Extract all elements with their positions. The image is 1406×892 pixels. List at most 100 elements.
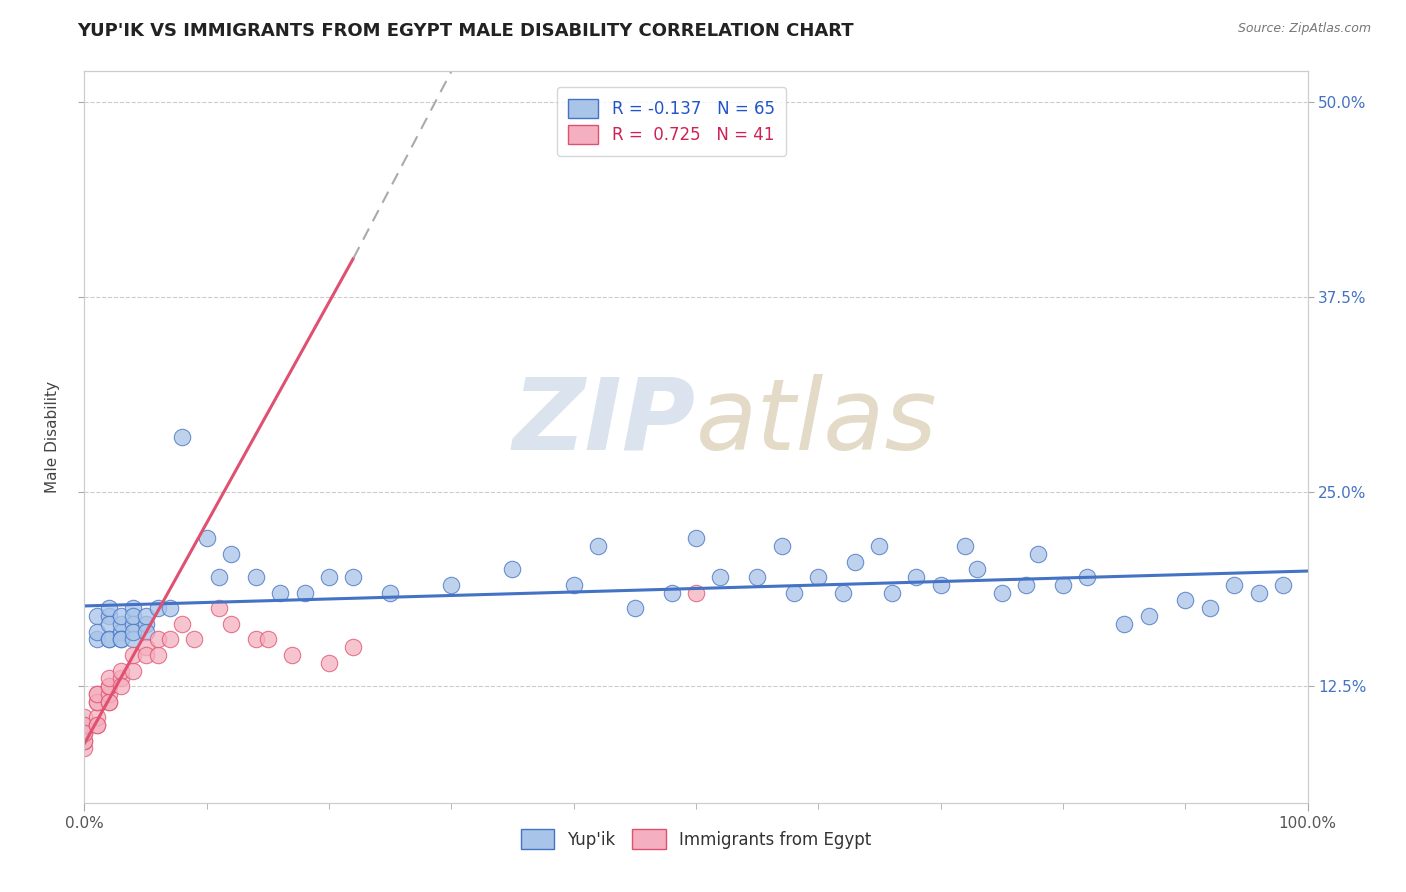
Point — [624, 601, 647, 615]
Point — [440, 578, 463, 592]
Point — [342, 640, 364, 655]
Text: Source: ZipAtlas.com: Source: ZipAtlas.com — [1237, 22, 1371, 36]
Point — [73, 733, 96, 747]
Point — [318, 570, 340, 584]
Point — [219, 616, 242, 631]
Point — [122, 609, 145, 624]
Point — [122, 601, 145, 615]
Point — [245, 570, 267, 584]
Point — [1137, 609, 1160, 624]
Point — [380, 585, 402, 599]
Point — [1015, 578, 1038, 592]
Point — [146, 601, 169, 615]
Point — [183, 632, 205, 647]
Point — [73, 718, 96, 732]
Point — [97, 632, 120, 647]
Point — [97, 632, 120, 647]
Point — [869, 539, 891, 553]
Point — [1174, 593, 1197, 607]
Point — [110, 664, 132, 678]
Point — [905, 570, 928, 584]
Point — [97, 687, 120, 701]
Point — [110, 624, 132, 639]
Point — [97, 671, 120, 685]
Point — [86, 718, 108, 732]
Point — [97, 601, 120, 615]
Point — [122, 632, 145, 647]
Point — [135, 648, 157, 662]
Point — [86, 687, 108, 701]
Text: ZIP: ZIP — [513, 374, 696, 471]
Text: atlas: atlas — [696, 374, 938, 471]
Point — [86, 718, 108, 732]
Point — [1272, 578, 1295, 592]
Point — [73, 725, 96, 739]
Point — [110, 632, 132, 647]
Point — [135, 609, 157, 624]
Point — [110, 632, 132, 647]
Point — [586, 539, 609, 553]
Point — [110, 671, 132, 685]
Text: YUP'IK VS IMMIGRANTS FROM EGYPT MALE DISABILITY CORRELATION CHART: YUP'IK VS IMMIGRANTS FROM EGYPT MALE DIS… — [77, 22, 853, 40]
Point — [97, 609, 120, 624]
Point — [966, 562, 988, 576]
Point — [1028, 547, 1050, 561]
Point — [122, 616, 145, 631]
Point — [685, 531, 707, 545]
Point — [97, 679, 120, 693]
Point — [172, 616, 194, 631]
Point — [195, 531, 218, 545]
Point — [562, 578, 585, 592]
Point — [73, 710, 96, 724]
Point — [97, 695, 120, 709]
Point — [294, 585, 316, 599]
Point — [122, 648, 145, 662]
Point — [1223, 578, 1246, 592]
Legend: Yup'ik, Immigrants from Egypt: Yup'ik, Immigrants from Egypt — [509, 818, 883, 860]
Point — [73, 718, 96, 732]
Point — [86, 609, 108, 624]
Point — [1052, 578, 1074, 592]
Point — [135, 616, 157, 631]
Point — [807, 570, 830, 584]
Point — [86, 624, 108, 639]
Point — [86, 687, 108, 701]
Point — [146, 632, 169, 647]
Point — [86, 695, 108, 709]
Point — [110, 616, 132, 631]
Point — [110, 679, 132, 693]
Point — [929, 578, 952, 592]
Point — [844, 555, 866, 569]
Point — [953, 539, 976, 553]
Point — [73, 741, 96, 756]
Point — [783, 585, 806, 599]
Point — [269, 585, 291, 599]
Point — [880, 585, 903, 599]
Point — [135, 624, 157, 639]
Point — [245, 632, 267, 647]
Point — [770, 539, 793, 553]
Point — [831, 585, 853, 599]
Point — [122, 624, 145, 639]
Point — [97, 679, 120, 693]
Point — [122, 664, 145, 678]
Point — [146, 648, 169, 662]
Point — [219, 547, 242, 561]
Point — [159, 632, 181, 647]
Point — [97, 695, 120, 709]
Point — [1198, 601, 1220, 615]
Point — [502, 562, 524, 576]
Point — [257, 632, 280, 647]
Point — [991, 585, 1014, 599]
Point — [73, 725, 96, 739]
Point — [685, 585, 707, 599]
Point — [172, 430, 194, 444]
Point — [110, 609, 132, 624]
Point — [1076, 570, 1098, 584]
Point — [86, 695, 108, 709]
Point — [73, 733, 96, 747]
Point — [281, 648, 304, 662]
Point — [86, 632, 108, 647]
Point — [661, 585, 683, 599]
Point — [747, 570, 769, 584]
